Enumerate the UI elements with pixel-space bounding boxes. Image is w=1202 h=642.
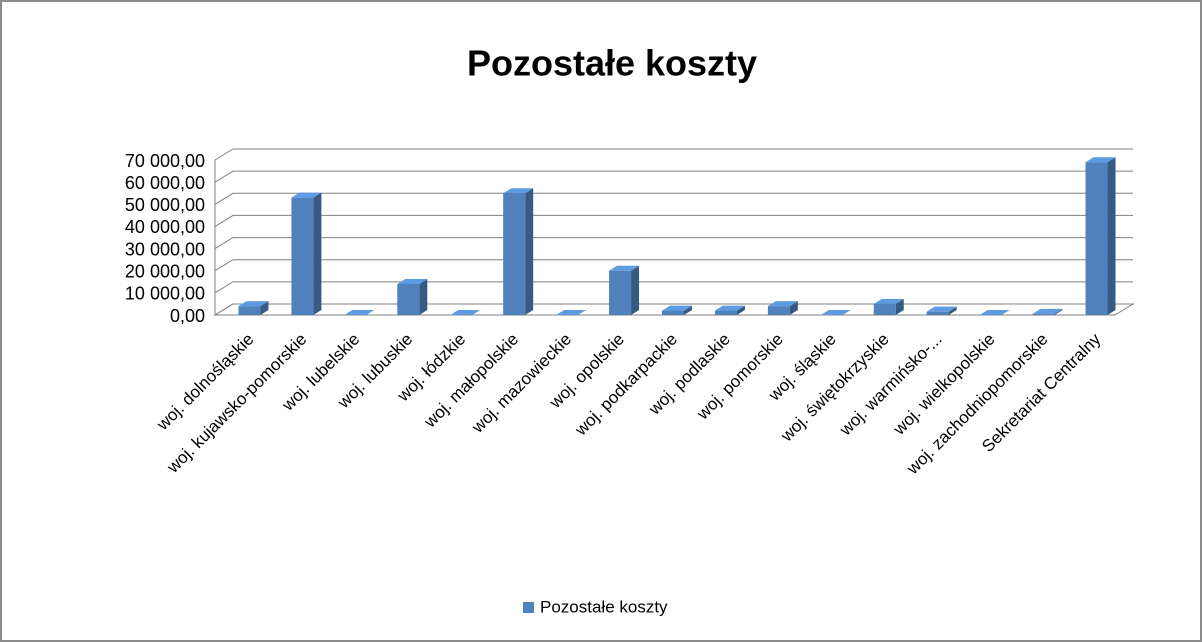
bar (397, 279, 428, 315)
bar-front (662, 310, 684, 315)
grid-line (214, 237, 1133, 249)
bar-side (789, 301, 798, 315)
bar-top (556, 310, 587, 315)
bar-top (503, 188, 534, 194)
legend-label: Pozostałe koszty (540, 597, 668, 616)
bar-top (873, 298, 904, 304)
bar (1032, 308, 1063, 315)
bar-top (1085, 157, 1116, 163)
grid-line (214, 303, 1133, 316)
y-tick-label: 40 000,00 (125, 217, 205, 237)
bar-side (684, 305, 692, 315)
bar-top (979, 310, 1010, 315)
bar-top (344, 310, 375, 315)
bar-side (1107, 157, 1116, 315)
y-tick-label: 50 000,00 (125, 195, 205, 215)
grid-line (214, 259, 1133, 272)
y-tick-label: 10 000,00 (125, 284, 205, 304)
grid-line (214, 170, 1133, 183)
bar-top (609, 265, 640, 271)
bar (767, 301, 798, 315)
bar-front (238, 306, 261, 315)
bar (238, 301, 269, 315)
bar-top (820, 310, 851, 315)
bar-front (926, 311, 949, 315)
y-tick-label: 70 000,00 (125, 151, 205, 171)
bar-top (767, 301, 798, 307)
bar-side (631, 265, 640, 315)
grid-line (214, 214, 1133, 227)
bar-side (260, 301, 269, 315)
y-tick-label: 20 000,00 (125, 261, 205, 281)
bar (344, 310, 375, 315)
bar-side (419, 279, 428, 315)
bar-front (1032, 313, 1055, 315)
bar (979, 310, 1010, 315)
legend-swatch (523, 602, 534, 613)
grid-line (214, 192, 1133, 205)
bar (609, 265, 640, 315)
bar (820, 310, 851, 315)
bar-top (926, 306, 957, 312)
bar-side (1054, 308, 1063, 315)
bar-top (291, 192, 322, 198)
bar-top (397, 279, 428, 284)
bar-front (291, 197, 314, 315)
bar (1085, 157, 1116, 315)
bar-front (714, 310, 737, 315)
chart-title: Pozostałe koszty (467, 43, 757, 84)
bar-front (1085, 162, 1108, 315)
bar (926, 306, 957, 315)
bar-top (450, 310, 481, 315)
bar-side (525, 188, 534, 315)
bar-side (736, 305, 745, 315)
bar-side (313, 192, 322, 315)
bar-front (873, 303, 896, 315)
bar-top (714, 305, 745, 311)
y-tick-label: 60 000,00 (125, 173, 205, 193)
bar (556, 310, 587, 315)
bar-front (609, 270, 632, 315)
bar-front (767, 306, 790, 315)
bar (714, 305, 745, 315)
y-tick-label: 0,00 (170, 306, 205, 326)
bar (450, 310, 481, 315)
y-tick-label: 30 000,00 (125, 239, 205, 259)
bar (291, 192, 322, 315)
bar-top (238, 301, 269, 307)
bar-top (662, 305, 692, 311)
grid-line (214, 148, 1133, 161)
grid-line (214, 281, 1133, 294)
bar (873, 298, 904, 315)
bar-side (895, 298, 904, 315)
bar-side (948, 306, 957, 315)
bar-front (503, 193, 526, 315)
bar-front (397, 284, 420, 315)
bar (662, 305, 692, 315)
bar (503, 188, 534, 315)
bar-top (1032, 308, 1063, 314)
